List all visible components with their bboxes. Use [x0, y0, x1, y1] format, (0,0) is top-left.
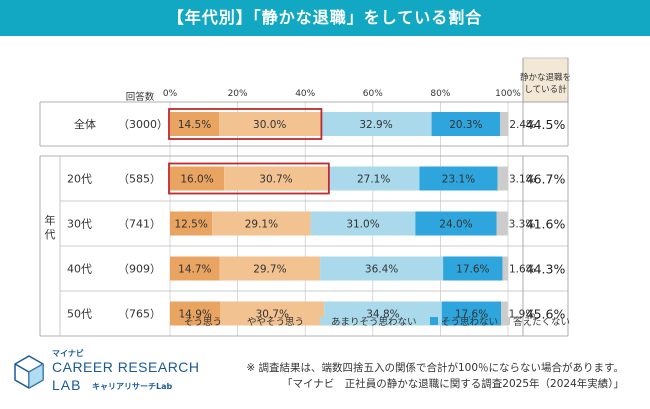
row-respondents: （585） [118, 173, 161, 186]
bar-value-label: 20.3% [449, 119, 482, 131]
total-header-line1: 静かな退職を [520, 72, 571, 83]
bar-segment-2 [219, 112, 321, 136]
bar-segment-4 [443, 256, 503, 281]
bar-value-label: 30.7% [259, 174, 292, 186]
row-total: 46.7% [526, 172, 566, 187]
bar-value-label: 3.1% [509, 174, 536, 186]
bar-segment-1 [170, 166, 225, 191]
chart-title: 【年代別】「静かな退職」をしている割合 [167, 8, 483, 27]
bar-segment-1 [170, 211, 213, 236]
legend-swatch [320, 317, 328, 325]
legend-swatch [502, 317, 510, 325]
x-tick-label: 60% [363, 89, 383, 99]
x-tick-label: 100% [495, 89, 521, 99]
row-total: 41.6% [526, 217, 566, 232]
row-total: 45.6% [526, 307, 566, 322]
bar-segment-4 [415, 211, 497, 236]
legend-label: ややそう思う [247, 317, 304, 328]
bar-value-label: 12.5% [174, 219, 207, 231]
row-respondents: （3000） [118, 118, 168, 131]
row-label: 全体 [74, 117, 96, 131]
highlight-box [168, 108, 323, 140]
bar-segment-4 [441, 301, 502, 326]
bar-segment-3 [327, 166, 420, 191]
cube-logo-icon [14, 355, 44, 389]
bar-value-label: 29.7% [253, 264, 286, 276]
bar-value-label: 1.9% [509, 309, 536, 321]
bar-segment-5 [497, 166, 508, 191]
bar-value-label: 30.7% [256, 309, 289, 321]
legend-label: 答えたくない [513, 316, 570, 328]
total-header-line2: している計 [524, 84, 567, 95]
bar-segment-3 [324, 301, 442, 326]
x-tick-label: 0% [163, 89, 178, 99]
legend-swatch [236, 317, 244, 325]
highlight-box [168, 162, 330, 195]
bar-value-label: 27.1% [357, 174, 390, 186]
row-total: 44.5% [526, 117, 566, 132]
bar-segment-5 [496, 211, 508, 236]
bar-value-label: 16.0% [180, 174, 213, 186]
bar-value-label: 31.0% [346, 219, 379, 231]
logo-line1: CAREER RESEARCH [52, 359, 200, 375]
row-label: 30代 [67, 218, 92, 231]
bar-segment-5 [501, 301, 508, 326]
bar-segment-2 [219, 256, 321, 281]
bar-value-label: 14.7% [178, 264, 211, 276]
bar-segment-3 [320, 112, 432, 136]
logo-line2: LAB [52, 377, 82, 393]
bar-value-label: 34.8% [366, 309, 399, 321]
legend-label: あまりそう思わない [331, 317, 417, 328]
bar-segment-2 [212, 211, 311, 236]
bar-segment-5 [500, 112, 509, 136]
bar-value-label: 17.6% [456, 264, 489, 276]
row-label: 20代 [67, 173, 92, 186]
footnote-source: 「マイナビ 正社員の静かな退職に関する調査2025年（2024年実績）」 [282, 378, 624, 390]
legend-label: そう思わない [441, 317, 498, 328]
bar-segment-4 [431, 112, 501, 136]
bar-value-label: 2.4% [509, 119, 536, 131]
bar-value-label: 17.6% [455, 309, 488, 321]
logo-maker: マイナビ [52, 349, 84, 358]
legend-swatch [173, 317, 181, 325]
title-banner [0, 0, 650, 36]
bar-segment-2 [224, 166, 328, 191]
row-respondents: （909） [118, 263, 161, 276]
group-label-char: 代 [45, 228, 56, 241]
footnote-rounding: ※ 調査結果は、端数四捨五入の関係で合計が100％にならない場合があります。 [246, 362, 624, 374]
bar-value-label: 14.9% [179, 309, 212, 321]
bar-segment-1 [170, 112, 220, 136]
bar-value-label: 14.5% [178, 119, 211, 131]
bar-segment-3 [310, 211, 416, 236]
career-research-lab-logo: マイナビ CAREER RESEARCH LAB キャリアリサーチLab [12, 348, 212, 404]
legend-label: そう思う [184, 317, 222, 328]
group-label-char: 年 [45, 213, 56, 227]
bar-value-label: 1.6% [509, 264, 536, 276]
legend-swatch [430, 317, 438, 325]
x-tick-label: 20% [228, 89, 248, 99]
row-label: 40代 [67, 263, 92, 276]
row-respondents: （741） [118, 218, 161, 231]
bar-value-label: 24.0% [439, 219, 472, 231]
bar-segment-3 [320, 256, 444, 281]
row-respondents: （765） [118, 308, 161, 321]
bar-segment-1 [170, 256, 220, 281]
bar-value-label: 29.1% [245, 219, 278, 231]
x-tick-label: 40% [295, 89, 315, 99]
x-tick-label: 80% [430, 89, 450, 99]
row-label: 50代 [67, 308, 92, 321]
bar-value-label: 36.4% [365, 264, 398, 276]
bar-segment-4 [419, 166, 498, 191]
bar-value-label: 23.1% [442, 174, 475, 186]
bar-value-label: 30.0% [253, 119, 286, 131]
bar-segment-5 [502, 256, 508, 281]
respondents-label: 回答数 [126, 91, 155, 103]
bar-value-label: 3.3% [509, 219, 536, 231]
bar-value-label: 32.9% [359, 119, 392, 131]
row-total: 44.3% [526, 262, 566, 277]
logo-subtitle: キャリアリサーチLab [92, 382, 173, 391]
